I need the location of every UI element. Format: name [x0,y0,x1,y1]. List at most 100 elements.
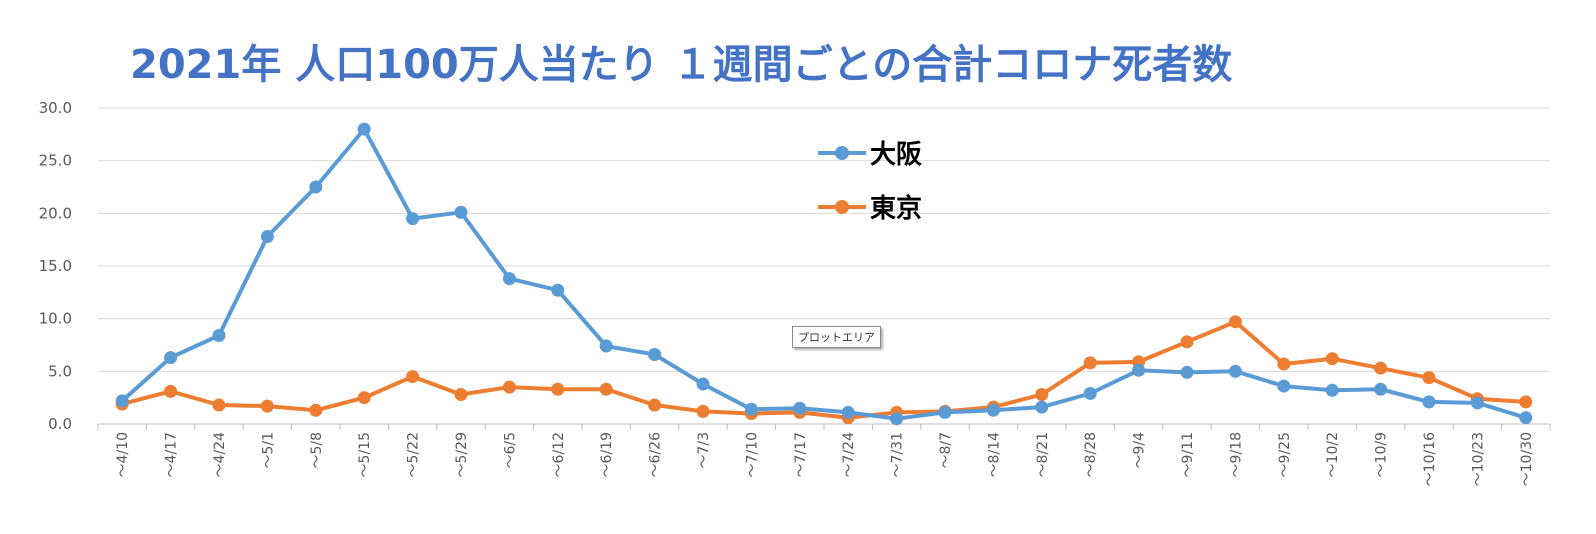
data-point-tokyo [1228,315,1242,329]
data-point-osaka [1519,411,1533,425]
data-point-osaka [1035,400,1049,414]
data-point-tokyo [502,380,516,394]
x-tick-label: ～9/4 [1132,432,1148,469]
y-tick-label: 25.0 [39,152,72,170]
data-point-tokyo [406,370,420,384]
series-line-osaka [120,127,1528,421]
data-point-osaka [938,405,952,419]
data-point-osaka [1083,386,1097,400]
series-layer [115,122,1533,426]
data-point-tokyo [1325,352,1339,366]
data-point-tokyo [212,398,226,412]
x-tick-label: ～10/2 [1325,432,1341,477]
x-tick-label: ～8/28 [1083,432,1099,477]
x-tick-label: ～8/7 [938,432,954,469]
data-point-osaka [260,230,274,244]
data-point-osaka [212,329,226,343]
y-tick-label: 0.0 [48,415,72,433]
data-point-tokyo [696,404,710,418]
x-tick-label: ～8/21 [1035,432,1051,477]
x-tick-label: ～6/19 [599,432,615,477]
x-tick-label: ～6/12 [551,432,567,477]
data-point-osaka [890,412,904,426]
data-point-osaka [744,402,758,416]
data-point-osaka [1374,382,1388,396]
data-point-tokyo [1422,371,1436,385]
x-tick-label: ～6/5 [502,432,518,469]
x-tick-label: ～5/22 [406,432,422,477]
data-point-osaka [1228,364,1242,378]
data-point-tokyo [551,382,565,396]
data-point-osaka [551,283,565,297]
x-tick-label: ～10/23 [1470,432,1486,486]
x-tick-label: ～5/15 [357,432,373,477]
x-tick-label: ～10/9 [1374,432,1390,477]
data-point-osaka [454,205,468,219]
x-tick-label: ～4/24 [212,432,228,478]
x-tick-label: ～7/17 [793,432,809,477]
data-point-osaka [986,403,1000,417]
legend-marker-tokyo [835,200,849,214]
data-point-tokyo [1180,335,1194,349]
legend-label-tokyo: 東京 [870,193,922,224]
data-point-tokyo [1277,357,1291,371]
data-point-tokyo [454,388,468,402]
data-point-osaka [164,351,178,365]
data-point-osaka [406,212,420,226]
x-tick-label: ～5/29 [454,432,470,477]
data-point-osaka [502,272,516,286]
x-tick-label: ～5/1 [260,432,276,469]
x-tick-label: ～9/11 [1180,432,1196,477]
y-tick-label: 20.0 [39,204,72,222]
data-point-tokyo [1035,388,1049,402]
x-tick-label: ～7/10 [744,432,760,477]
data-point-osaka [648,347,662,361]
data-point-osaka [1132,363,1146,377]
data-point-tokyo [164,384,178,398]
data-point-osaka [1180,365,1194,379]
legend-marker-osaka [835,146,849,160]
gridlines [98,107,1550,372]
x-tick-label: ～7/31 [890,432,906,477]
x-tick-label: ～10/30 [1519,432,1535,486]
data-point-osaka [357,122,371,136]
x-tick-label: ～7/24 [841,432,857,478]
data-point-tokyo [357,391,371,405]
x-tick-label: ～4/17 [164,432,180,477]
data-point-tokyo [309,403,323,417]
y-tick-label: 15.0 [39,257,72,275]
data-point-osaka [696,377,710,391]
data-point-tokyo [1519,395,1533,409]
x-tick-label: ～5/8 [309,432,325,469]
data-point-osaka [1422,395,1436,409]
y-tick-label: 10.0 [39,310,72,328]
data-point-osaka [1325,383,1339,397]
x-tick-label: ～9/25 [1277,432,1293,477]
x-tick-label: ～8/14 [986,432,1002,478]
data-point-tokyo [599,382,613,396]
x-tick-label: ～7/3 [696,432,712,469]
data-point-tokyo [260,399,274,413]
x-tick-label: ～10/16 [1422,432,1438,486]
data-point-osaka [599,339,613,353]
data-point-tokyo [648,398,662,412]
data-point-osaka [115,394,129,408]
legend-label-osaka: 大阪 [870,140,922,170]
data-point-tokyo [1083,356,1097,370]
data-point-osaka [841,405,855,419]
x-tick-label: ～9/18 [1228,432,1244,477]
y-tick-label: 5.0 [48,362,72,380]
chart-title: 2021年 人口100万人当たり １週間ごとの合計コロナ死者数 [130,42,1233,88]
data-point-osaka [1470,396,1484,410]
x-tick-label: ～6/26 [648,432,664,478]
data-point-osaka [309,180,323,194]
data-point-osaka [1277,379,1291,393]
plot-area-tooltip: プロットエリア [792,326,881,348]
y-tick-label: 30.0 [39,99,72,117]
axes: 0.0 5.0 10.0 15.0 20.0 25.0 30.0 ～4/10 ～4/17 ～4/2… [39,99,1551,486]
series-line-tokyo [120,319,1528,420]
data-point-tokyo [1374,361,1388,375]
